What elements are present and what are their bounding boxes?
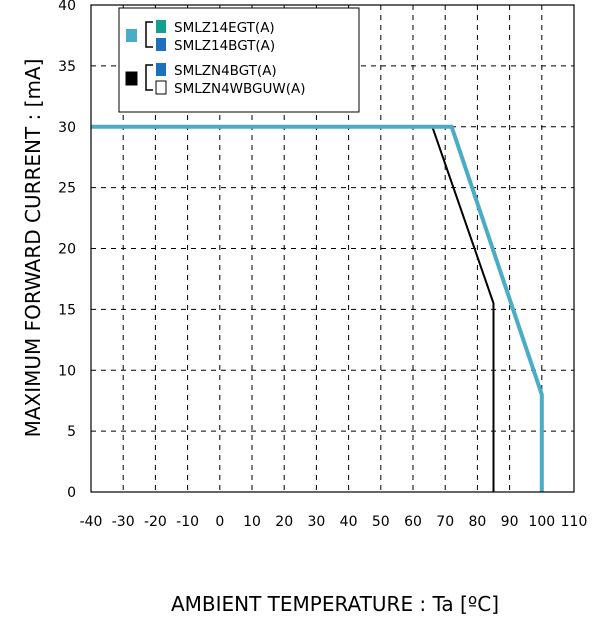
x-tick-label: 110 — [561, 514, 588, 530]
x-tick-label: -10 — [176, 514, 199, 530]
y-tick-label: 0 — [67, 485, 76, 501]
legend-bracket — [145, 64, 153, 91]
series-lines — [91, 124, 544, 492]
y-tick-label: 5 — [67, 424, 76, 440]
legend-entry-label: SMLZN4BGT(A) — [174, 63, 277, 79]
x-tick-label: 0 — [215, 514, 224, 530]
tick-labels: -40 -30 -20 -10 0 10 20 30 40 50 60 70 80 90 100 110 0 5 1… — [58, 0, 587, 530]
x-tick-label: 60 — [404, 514, 422, 530]
y-tick-label: 20 — [58, 242, 76, 258]
legend-entry-label: SMLZN4WBGUW(A) — [174, 81, 306, 97]
legend: SMLZ14EGT(A) SMLZ14BGT(A) SMLZN4BGT(A) SML… — [118, 7, 360, 113]
legend-entry-label: SMLZ14BGT(A) — [174, 38, 275, 54]
x-tick-label: 90 — [501, 514, 519, 530]
x-tick-label: 80 — [468, 514, 486, 530]
x-tick-label: 50 — [372, 514, 390, 530]
plot-frame — [90, 4, 575, 493]
legend-group-swatch — [125, 71, 138, 86]
legend-entry-swatch — [155, 80, 167, 95]
x-axis-title: AMBIENT TEMPERATURE : Ta [ºC] — [171, 592, 499, 616]
series-line-blue — [91, 124, 544, 492]
x-tick-label: 20 — [275, 514, 293, 530]
y-tick-label: 40 — [58, 0, 76, 14]
legend-entry-label: SMLZ14EGT(A) — [174, 20, 275, 36]
x-tick-label: 30 — [307, 514, 325, 530]
legend-group-swatch — [126, 29, 137, 42]
y-tick-label: 30 — [58, 120, 76, 136]
legend-entry-swatch — [156, 20, 166, 33]
x-tick-label: 100 — [528, 514, 555, 530]
y-axis-title: MAXIMUM FORWARD CURRENT : [mA] — [21, 59, 45, 438]
x-tick-label: -30 — [112, 514, 135, 530]
x-tick-label: -40 — [80, 514, 103, 530]
y-tick-label: 10 — [58, 363, 76, 379]
legend-bracket — [145, 21, 153, 48]
x-tick-label: -20 — [144, 514, 167, 530]
legend-entry-swatch — [156, 63, 166, 76]
legend-entry-swatch — [156, 38, 166, 51]
y-tick-label: 35 — [58, 59, 76, 75]
y-tick-label: 25 — [58, 181, 76, 197]
x-tick-label: 10 — [243, 514, 261, 530]
y-tick-label: 15 — [58, 302, 76, 318]
x-tick-label: 40 — [340, 514, 358, 530]
x-tick-label: 70 — [436, 514, 454, 530]
